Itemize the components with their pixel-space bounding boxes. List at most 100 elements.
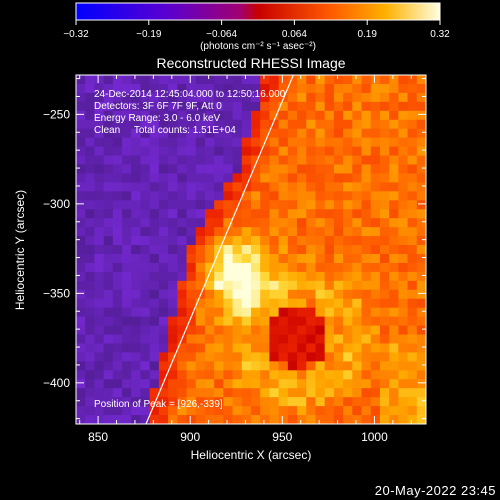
- heatmap-cell: [379, 101, 390, 112]
- heatmap-cell: [140, 325, 151, 336]
- heatmap-cell: [324, 236, 335, 246]
- heatmap-cell: [260, 164, 271, 175]
- heatmap-cell: [168, 218, 178, 228]
- heatmap-cell: [177, 415, 188, 424]
- heatmap-cell: [269, 146, 280, 157]
- heatmap-cell: [260, 262, 271, 273]
- heatmap-cell: [122, 200, 132, 210]
- heatmap-cell: [287, 298, 298, 309]
- heatmap-cell: [315, 227, 326, 237]
- heatmap-cell: [232, 128, 243, 139]
- heatmap-cell: [195, 182, 206, 192]
- heatmap-cell: [407, 155, 418, 166]
- heatmap-cell: [204, 307, 215, 318]
- y-tick-label: −350: [43, 286, 70, 300]
- heatmap-cell: [333, 75, 344, 85]
- heatmap-cell: [361, 388, 372, 398]
- heatmap-cell: [297, 289, 307, 300]
- heatmap-cell: [269, 307, 280, 318]
- heatmap-cell: [278, 119, 289, 130]
- info-block: 24-Dec-2014 12:45:04.000 to 12:50:16.000…: [94, 89, 286, 136]
- heatmap-cell: [149, 191, 160, 201]
- heatmap-cell: [149, 298, 160, 309]
- heatmap-cell: [94, 164, 105, 175]
- heatmap-cell: [186, 334, 197, 345]
- heatmap-cell: [379, 379, 390, 389]
- heatmap-cell: [76, 307, 86, 318]
- heatmap-cell: [131, 146, 142, 157]
- heatmap-cell: [361, 262, 372, 273]
- heatmap-cell: [76, 361, 86, 371]
- heatmap-cell: [112, 245, 123, 255]
- heatmap-cell: [85, 307, 96, 318]
- heatmap-cell: [416, 155, 426, 166]
- heatmap-cell: [361, 325, 372, 336]
- heatmap-cell: [85, 245, 96, 255]
- heatmap-cell: [315, 262, 326, 273]
- heatmap-cell: [251, 397, 261, 407]
- heatmap-cell: [131, 253, 142, 264]
- heatmap-cell: [343, 173, 353, 183]
- heatmap-cell: [103, 262, 114, 273]
- heatmap-cell: [407, 119, 418, 130]
- info-line-time: 24-Dec-2014 12:45:04.000 to 12:50:16.000: [94, 89, 286, 100]
- heatmap-cell: [306, 92, 317, 103]
- colorbar-tick-label: −0.32: [63, 29, 89, 40]
- heatmap-cell: [306, 75, 317, 85]
- heatmap-cell: [315, 343, 326, 354]
- colorbar-tick-label: −0.064: [206, 29, 237, 40]
- heatmap-cell: [76, 343, 86, 354]
- heatmap-cell: [370, 343, 381, 354]
- heatmap-cell: [223, 101, 234, 112]
- heatmap-cell: [186, 110, 197, 121]
- heatmap-cell: [361, 236, 372, 246]
- heatmap-cell: [112, 361, 123, 371]
- heatmap-cell: [306, 262, 317, 273]
- heatmap-cell: [177, 271, 188, 282]
- heatmap-cell: [112, 164, 123, 175]
- heatmap-cell: [168, 298, 178, 309]
- heatmap-cell: [149, 137, 160, 148]
- heatmap-cell: [361, 271, 372, 282]
- heatmap-cell: [260, 101, 271, 112]
- heatmap-cell: [416, 415, 426, 424]
- heatmap-cell: [269, 379, 280, 389]
- heatmap-cell: [140, 182, 151, 192]
- heatmap-cell: [370, 236, 381, 246]
- heatmap-cell: [352, 209, 363, 219]
- heatmap-cell: [260, 236, 271, 246]
- heatmap-cell: [177, 227, 188, 237]
- heatmap-cell: [76, 316, 86, 327]
- heatmap-cell: [186, 173, 197, 183]
- heatmap-cell: [287, 182, 298, 192]
- heatmap-cell: [361, 119, 372, 130]
- heatmap-cell: [85, 236, 96, 246]
- heatmap-cell: [204, 209, 215, 219]
- heatmap-cell: [232, 146, 243, 157]
- heatmap-cell: [269, 218, 280, 228]
- heatmap-cell: [352, 397, 363, 407]
- heatmap-cell: [287, 146, 298, 157]
- heatmap-cell: [204, 253, 215, 264]
- heatmap-cell: [149, 200, 160, 210]
- heatmap-cell: [297, 155, 307, 166]
- heatmap-cell: [379, 191, 390, 201]
- heatmap-cell: [158, 209, 169, 219]
- heatmap-cell: [158, 343, 169, 354]
- heatmap-cell: [112, 334, 123, 345]
- heatmap-cell: [85, 415, 96, 424]
- heatmap-cell: [370, 352, 381, 362]
- heatmap-cell: [297, 101, 307, 112]
- heatmap-cell: [269, 352, 280, 362]
- heatmap-cell: [122, 361, 132, 371]
- heatmap-cell: [177, 307, 188, 318]
- heatmap-cell: [416, 227, 426, 237]
- heatmap-cell: [94, 406, 105, 416]
- heatmap-cell: [76, 164, 86, 175]
- heatmap-cell: [232, 298, 243, 309]
- heatmap-cell: [287, 101, 298, 112]
- heatmap-cell: [204, 182, 215, 192]
- heatmap-cell: [232, 334, 243, 345]
- heatmap-cell: [103, 110, 114, 121]
- heatmap-cell: [158, 119, 169, 130]
